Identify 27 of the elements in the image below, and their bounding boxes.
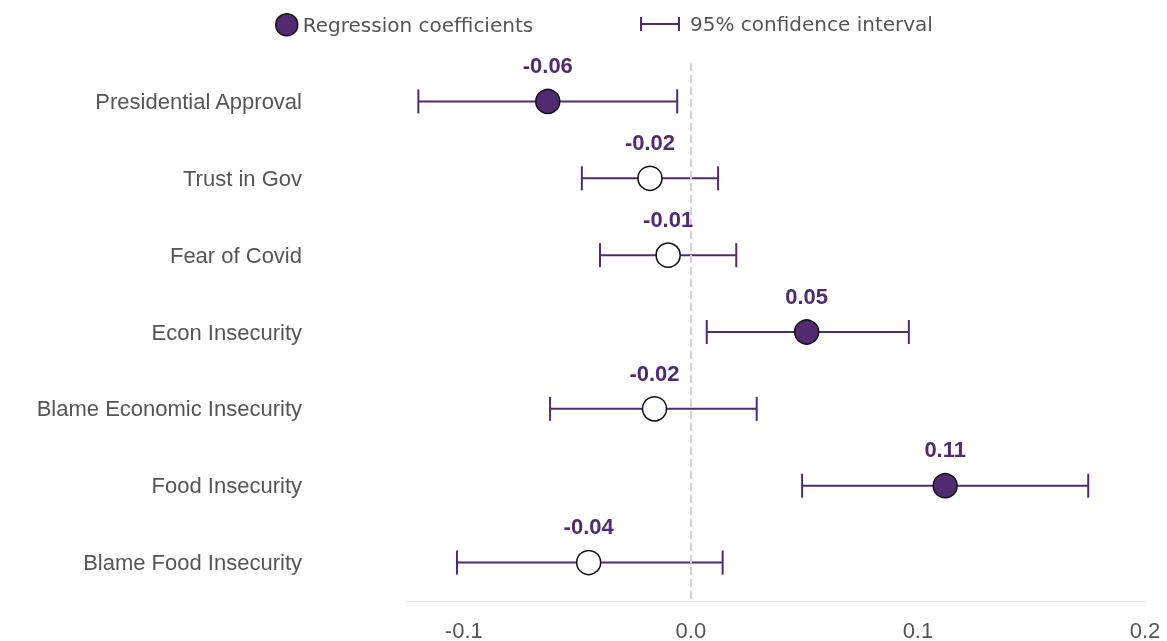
point — [535, 88, 561, 115]
x-tick-label: 0.0 — [675, 617, 707, 641]
point — [655, 242, 681, 268]
x-tick-label: 0.1 — [902, 617, 934, 641]
legend-label: Regression coefficients — [302, 12, 534, 37]
point — [637, 165, 663, 192]
data-label: -0.02 — [624, 130, 676, 156]
y-tick-label: Econ Insecurity — [151, 319, 302, 345]
x-tick-label: 0.2 — [1129, 617, 1161, 641]
y-tick-label: Food Insecurity — [151, 473, 302, 499]
point — [932, 472, 958, 499]
y-tick-label: Blame Economic Insecurity — [36, 396, 302, 422]
data-label: -0.04 — [563, 514, 615, 540]
point — [641, 396, 668, 422]
text: 95% confidence interval — [690, 12, 933, 36]
data-label: -0.06 — [522, 53, 573, 79]
data-label: -0.02 — [629, 360, 680, 386]
y-tick-label: Trust in Gov — [183, 165, 302, 191]
point — [793, 319, 820, 345]
point — [575, 549, 602, 576]
x-tick-label: -0.1 — [444, 617, 483, 641]
y-tick-label: Presidential Approval — [95, 88, 302, 114]
y-tick-label: Fear of Covid — [169, 242, 302, 268]
data-label: 0.05 — [785, 283, 829, 309]
data-label: -0.01 — [643, 206, 694, 232]
y-tick-label: Blame Food Insecurity — [83, 550, 302, 576]
data-label: 0.11 — [924, 437, 966, 463]
